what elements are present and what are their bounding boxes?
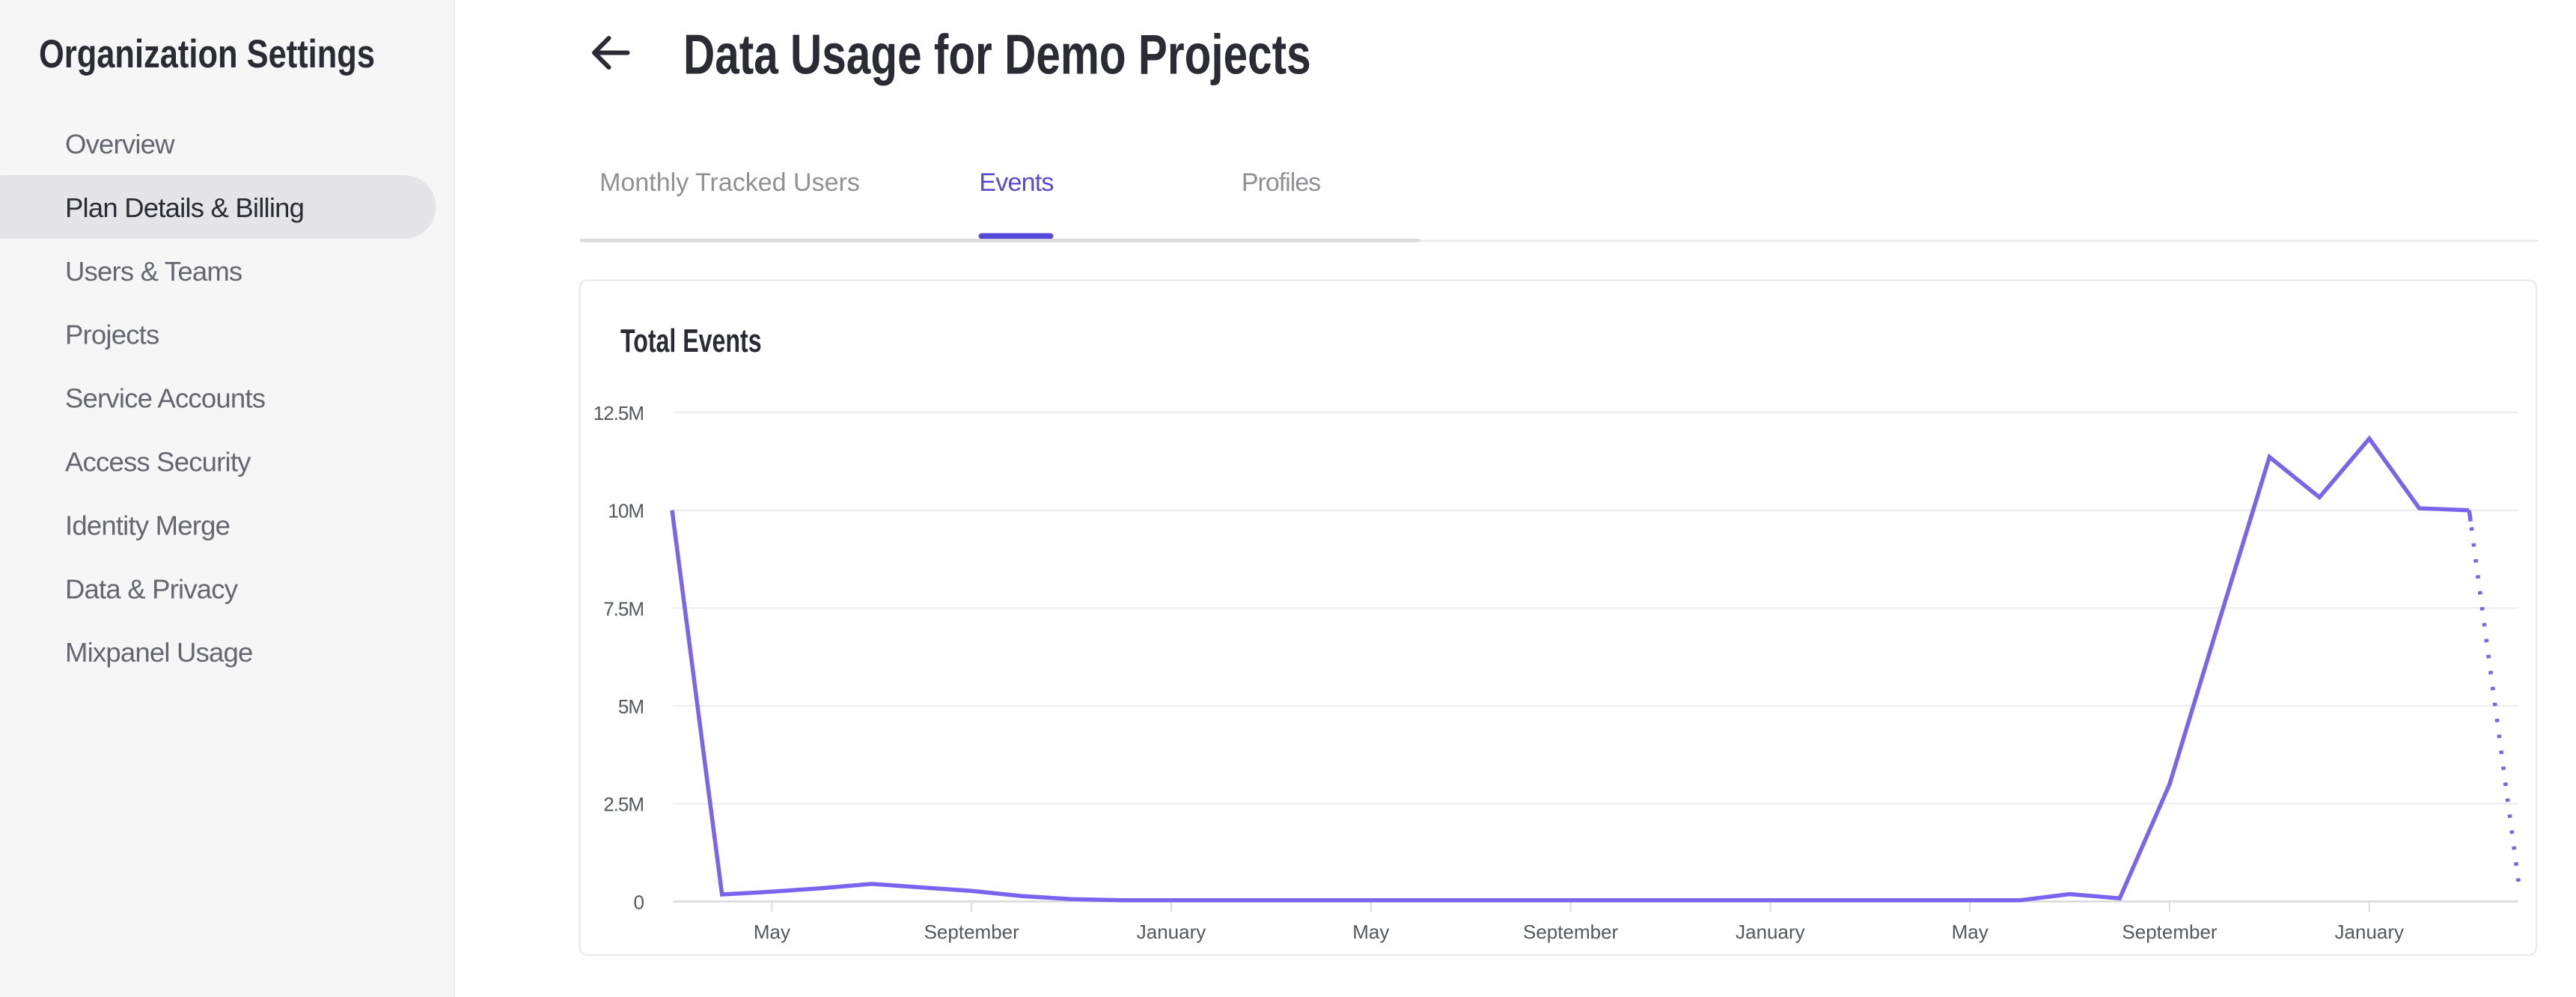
svg-text:Data & Privacy: Data & Privacy: [65, 573, 239, 604]
svg-text:Profiles: Profiles: [1242, 168, 1320, 197]
svg-text:May: May: [1352, 921, 1389, 943]
svg-text:September: September: [924, 921, 1020, 943]
svg-text:Total Events: Total Events: [620, 323, 762, 359]
svg-text:May: May: [1952, 921, 1989, 943]
svg-text:0: 0: [634, 891, 644, 913]
svg-text:Plan Details & Billing: Plan Details & Billing: [65, 192, 304, 223]
svg-text:Events: Events: [979, 168, 1053, 197]
svg-text:2.5M: 2.5M: [603, 793, 644, 816]
svg-text:January: January: [1736, 921, 1805, 943]
svg-text:Identity Merge: Identity Merge: [65, 510, 230, 540]
svg-text:10M: 10M: [608, 500, 644, 522]
svg-text:Projects: Projects: [65, 320, 159, 350]
svg-text:September: September: [2122, 921, 2218, 943]
svg-text:January: January: [1137, 921, 1206, 943]
svg-text:Service Accounts: Service Accounts: [65, 383, 265, 414]
svg-text:May: May: [754, 921, 790, 943]
svg-text:Monthly Tracked Users: Monthly Tracked Users: [599, 168, 860, 197]
svg-text:5M: 5M: [618, 695, 644, 718]
svg-text:7.5M: 7.5M: [603, 597, 644, 620]
svg-text:Mixpanel Usage: Mixpanel Usage: [65, 637, 253, 668]
svg-text:Data Usage for Demo Projects: Data Usage for Demo Projects: [683, 24, 1311, 87]
svg-text:Users & Teams: Users & Teams: [65, 256, 242, 287]
svg-text:Access Security: Access Security: [65, 447, 251, 478]
svg-text:September: September: [1523, 921, 1619, 943]
svg-text:January: January: [2335, 921, 2405, 943]
svg-text:Overview: Overview: [65, 129, 175, 159]
svg-text:12.5M: 12.5M: [593, 402, 644, 424]
svg-text:Organization Settings: Organization Settings: [39, 32, 375, 76]
